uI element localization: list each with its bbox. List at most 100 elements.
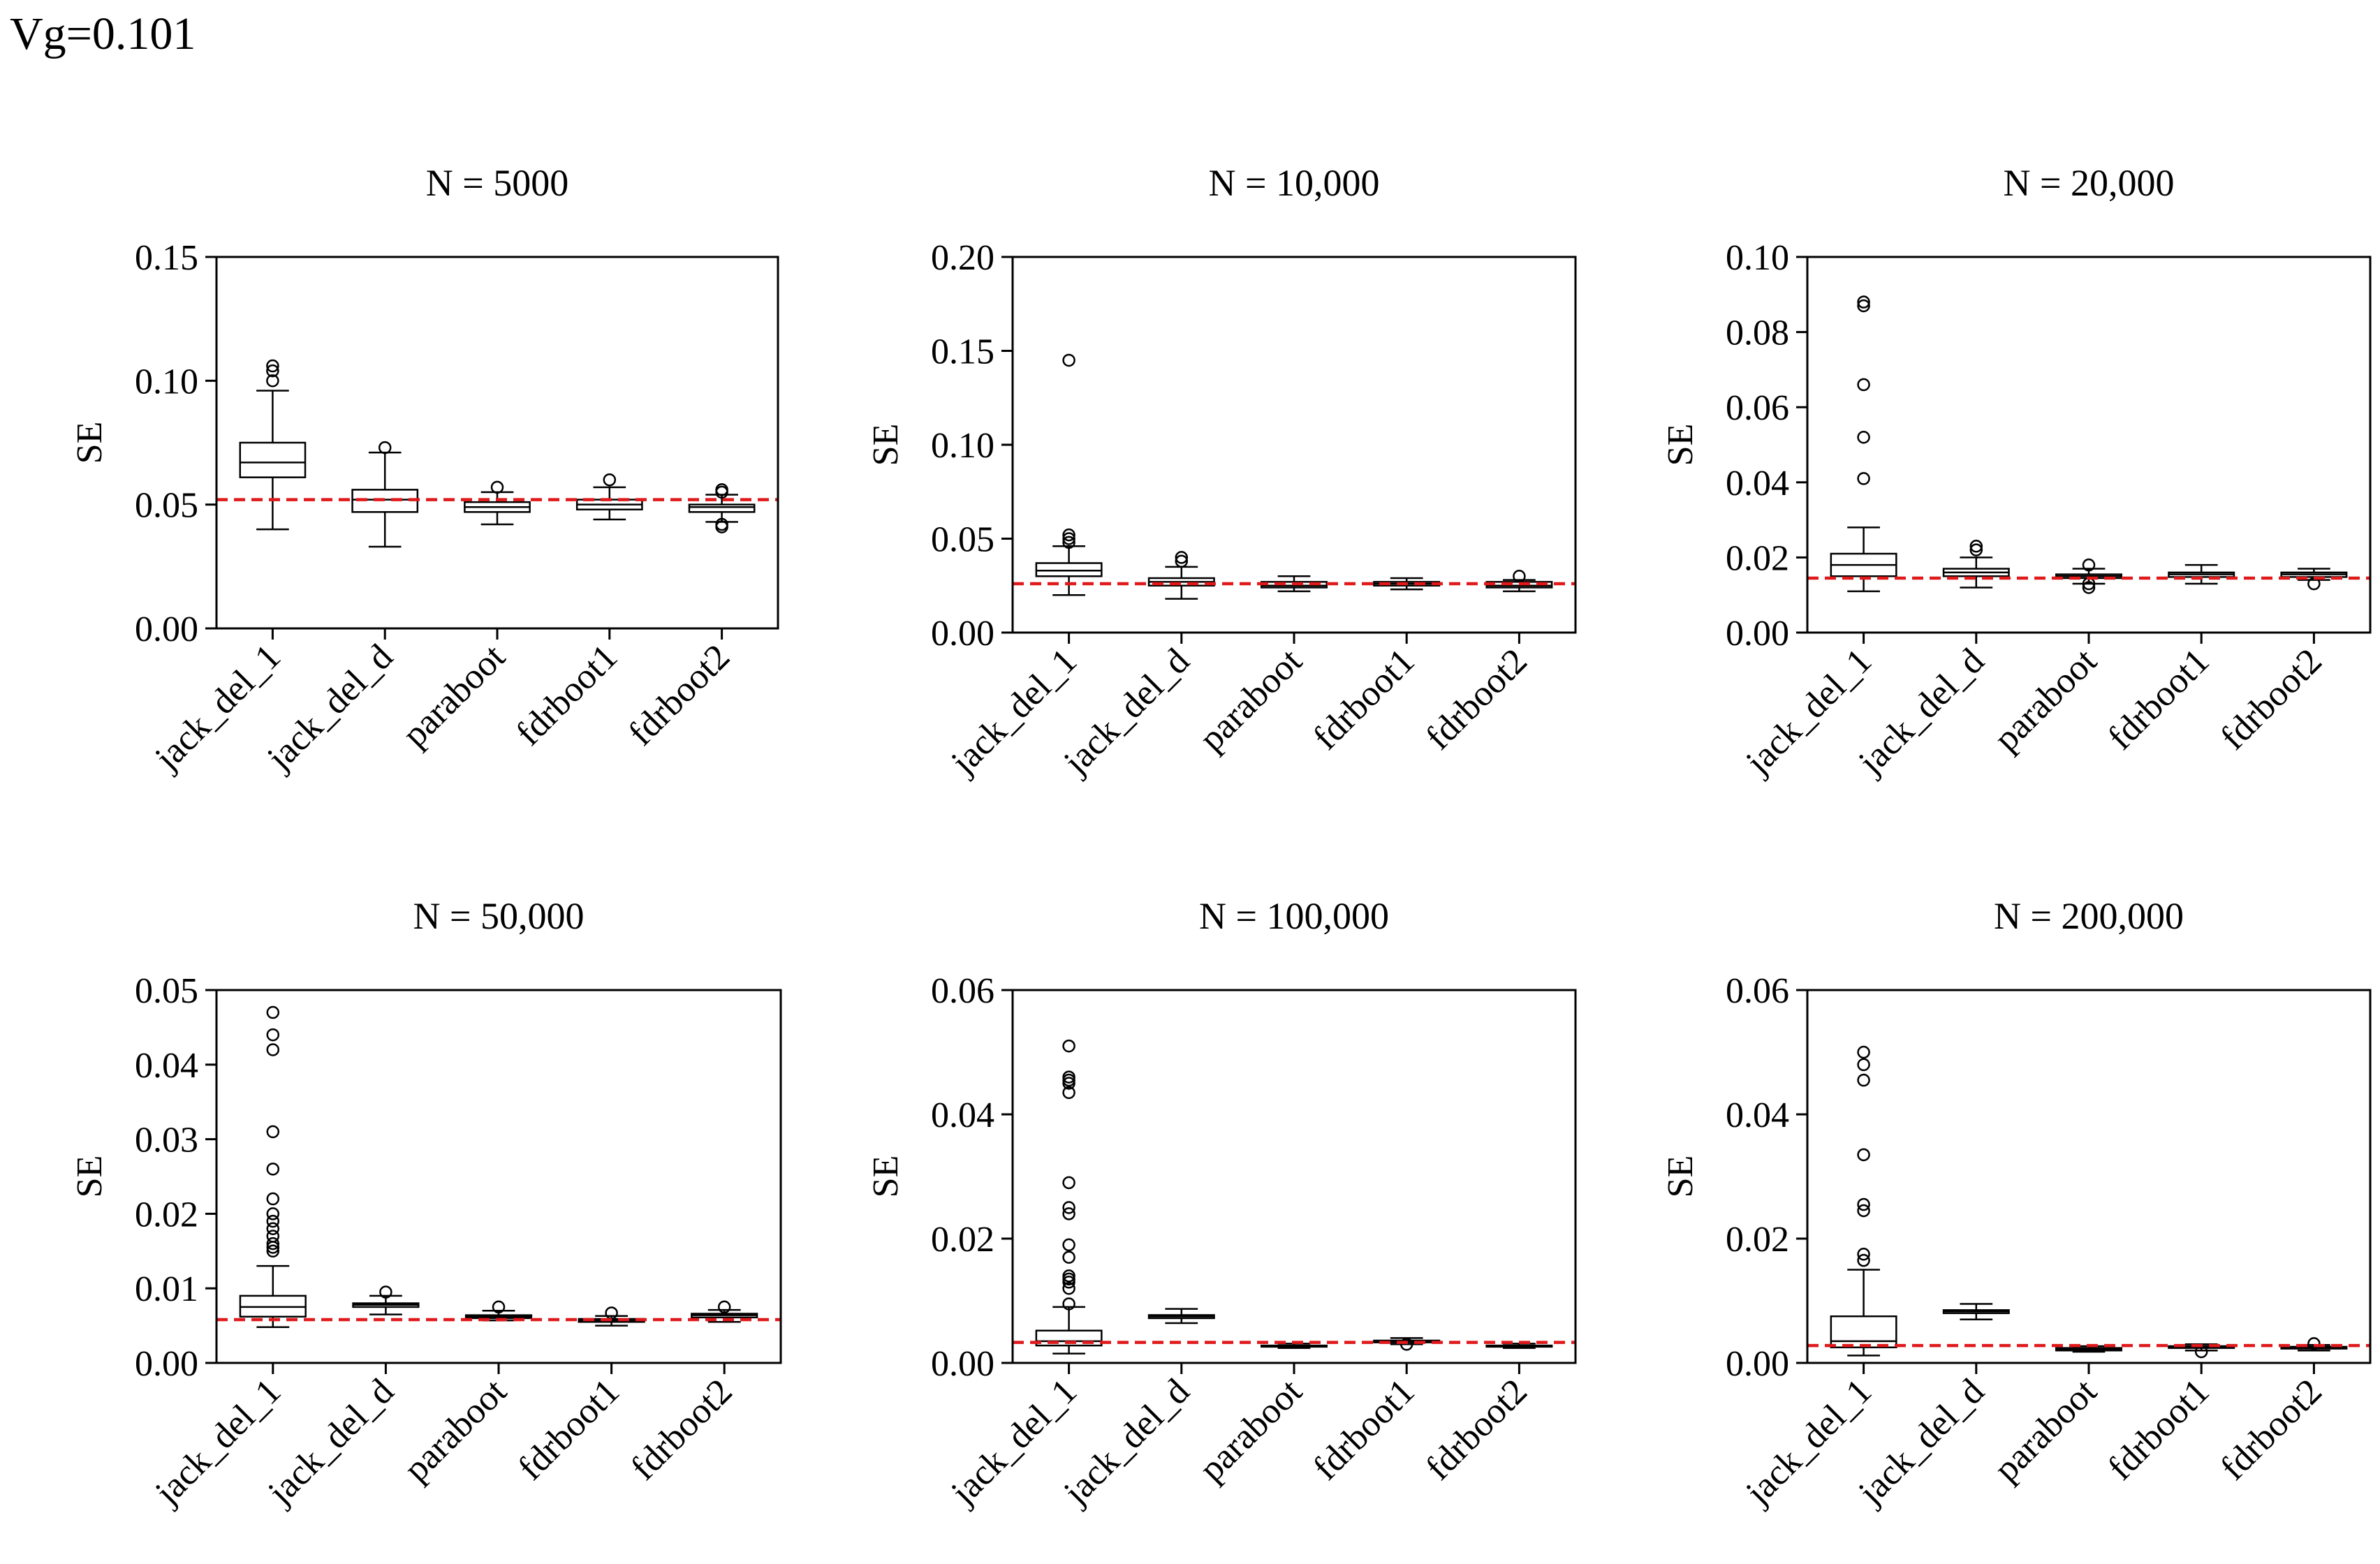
x-tick-label: paraboot <box>395 637 513 755</box>
outlier-point <box>1857 1045 1870 1059</box>
outlier-point <box>2082 558 2096 572</box>
x-tick-label: paraboot <box>1192 641 1310 759</box>
outlier-point <box>1062 1238 1075 1252</box>
outlier-point <box>1969 543 1983 556</box>
x-tick-label: fdrboot1 <box>1306 1371 1423 1488</box>
x-tick-label: fdrboot2 <box>621 637 737 753</box>
y-axis-label: SE <box>866 1156 906 1198</box>
x-tick-label: fdrboot2 <box>624 1371 740 1488</box>
y-axis-label: SE <box>1661 424 1700 466</box>
outlier-point <box>378 441 392 455</box>
outlier-point <box>266 1125 280 1139</box>
outlier-point <box>266 1230 280 1243</box>
x-tick-label: fdrboot1 <box>1306 641 1423 758</box>
outlier-point <box>603 473 617 487</box>
panel-title: N = 20,000 <box>2004 162 2175 204</box>
figure-title: Vg=0.101 <box>10 8 196 59</box>
box-jack-del-1 <box>1035 1039 1103 1355</box>
y-tick-label: 0.03 <box>135 1121 198 1160</box>
outlier-point <box>266 1005 280 1019</box>
box-iqr <box>688 503 756 513</box>
outlier-point <box>715 483 728 496</box>
box-jack-del-d <box>1147 551 1215 600</box>
outlier-point <box>1062 1207 1075 1220</box>
panel-3: N = 20,000SE0.000.020.040.060.080.10jack… <box>1661 162 2372 783</box>
y-tick-label: 0.00 <box>931 614 994 654</box>
outlier-point <box>1062 532 1075 545</box>
outlier-point <box>266 1237 280 1251</box>
panel-title: N = 100,000 <box>1199 895 1389 937</box>
panel-2: N = 10,000SE0.000.050.100.150.20jack_del… <box>866 162 1577 783</box>
y-tick-label: 0.02 <box>135 1195 198 1234</box>
box-paraboot <box>464 1300 533 1322</box>
y-tick-label: 0.06 <box>931 971 994 1011</box>
x-tick-label: fdrboot2 <box>2213 641 2330 758</box>
x-tick-label: fdrboot2 <box>1418 641 1535 758</box>
outlier-point <box>266 1222 280 1236</box>
outlier-point <box>1062 1297 1075 1311</box>
y-tick-label: 0.15 <box>931 332 994 372</box>
box-paraboot <box>1261 1343 1328 1349</box>
outlier-point <box>266 1028 280 1042</box>
y-tick-label: 0.00 <box>1726 614 1789 654</box>
box-fdrboot1 <box>575 473 643 521</box>
outlier-point <box>266 1207 280 1220</box>
y-tick-label: 0.04 <box>135 1046 198 1086</box>
outlier-point <box>2082 581 2096 594</box>
plot-frame <box>1011 989 1577 1364</box>
outlier-point <box>1857 1058 1870 1072</box>
outlier-point <box>717 1300 731 1314</box>
panel-1: N = 5000SE0.000.050.100.15jack_del_1jack… <box>70 162 779 779</box>
y-tick-label: 0.00 <box>135 610 198 649</box>
outlier-point <box>1062 1176 1075 1190</box>
outlier-point <box>1857 299 1870 313</box>
box-jack-del-1 <box>1830 1045 1897 1357</box>
box-iqr <box>1035 562 1103 577</box>
outlier-point <box>1062 536 1075 549</box>
box-jack-del-d <box>1942 540 2010 589</box>
outlier-point <box>266 364 279 378</box>
box-jack-del-d <box>351 441 419 548</box>
panel-title: N = 10,000 <box>1209 162 1380 204</box>
outlier-point <box>1513 570 1526 583</box>
panel-5: N = 100,000SE0.000.020.040.06jack_del_1j… <box>866 895 1577 1513</box>
outlier-point <box>490 480 504 494</box>
y-axis-label: SE <box>1661 1156 1700 1198</box>
outlier-point <box>1857 472 1870 485</box>
outlier-point <box>1857 1253 1870 1267</box>
x-tick-label: fdrboot1 <box>2101 641 2217 758</box>
box-paraboot <box>2055 1345 2122 1353</box>
box-fdrboot2 <box>691 1300 758 1323</box>
x-tick-label: paraboot <box>1987 1371 2105 1489</box>
outlier-point <box>1857 1204 1870 1218</box>
panel-title: N = 50,000 <box>413 895 585 937</box>
y-tick-label: 0.01 <box>135 1269 198 1309</box>
outlier-point <box>1857 295 1870 309</box>
box-iqr <box>239 441 307 478</box>
y-tick-label: 0.10 <box>135 362 198 401</box>
x-tick-label: paraboot <box>1987 641 2105 759</box>
y-tick-label: 0.00 <box>135 1344 198 1384</box>
x-tick-label: fdrboot1 <box>510 1371 627 1488</box>
y-tick-label: 0.00 <box>931 1344 994 1384</box>
box-fdrboot2 <box>1485 570 1553 593</box>
outlier-point <box>1857 1248 1870 1261</box>
outlier-point <box>1062 353 1075 367</box>
y-tick-label: 0.08 <box>1726 313 1789 353</box>
panel-title: N = 5000 <box>426 162 568 204</box>
box-fdrboot1 <box>2168 563 2235 585</box>
outlier-point <box>2307 1337 2321 1350</box>
y-tick-label: 0.02 <box>1726 1220 1789 1260</box>
box-fdrboot2 <box>1485 1343 1553 1349</box>
outlier-point <box>1062 528 1075 542</box>
box-fdrboot1 <box>578 1306 645 1327</box>
outlier-point <box>1062 1201 1075 1214</box>
y-tick-label: 0.05 <box>135 486 198 526</box>
y-tick-label: 0.00 <box>1726 1344 1789 1384</box>
box-jack-del-1 <box>239 1005 307 1328</box>
y-tick-label: 0.05 <box>135 971 198 1011</box>
x-tick-label: fdrboot2 <box>1418 1371 1535 1488</box>
y-axis-label: SE <box>70 422 110 464</box>
y-tick-label: 0.04 <box>1726 464 1789 503</box>
outlier-point <box>1969 540 1983 553</box>
